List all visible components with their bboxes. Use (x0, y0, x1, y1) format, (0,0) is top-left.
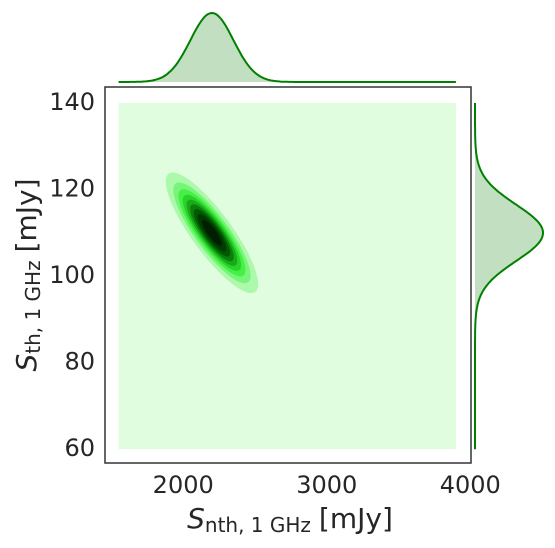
x-tick-label: 3000 (296, 471, 357, 499)
y-marginal-line (474, 103, 545, 450)
y-tick-label: 80 (64, 348, 95, 376)
y-tick-label: 120 (49, 175, 95, 203)
y-tick-label: 60 (64, 434, 95, 462)
x-tick-label: 4000 (440, 471, 501, 499)
x-marginal-line (118, 11, 456, 83)
x-label-subscript: nth, 1 GHz (205, 513, 311, 537)
y-label-unit: [mJy] (10, 178, 43, 252)
x-marginal (118, 13, 456, 82)
x-axis-label: Snth, 1 GHz [mJy] (187, 502, 393, 537)
y-axis-label: Sth, 1 GHz [mJy] (10, 178, 45, 371)
x-label-symbol: S (187, 502, 205, 535)
x-tick-label: 2000 (153, 471, 214, 499)
x-label-unit: [mJy] (319, 502, 393, 535)
y-label-subscript: th, 1 GHz (21, 260, 45, 353)
kde-contour (202, 219, 222, 246)
kde-background (118, 103, 456, 450)
plot: 2000 3000 4000 60 80 100 120 140 (49, 11, 545, 499)
y-label-symbol: S (10, 354, 43, 372)
y-tick-label: 140 (49, 88, 95, 116)
y-marginal (475, 103, 543, 450)
plot-frame (104, 86, 472, 464)
y-tick-label: 100 (49, 261, 95, 289)
